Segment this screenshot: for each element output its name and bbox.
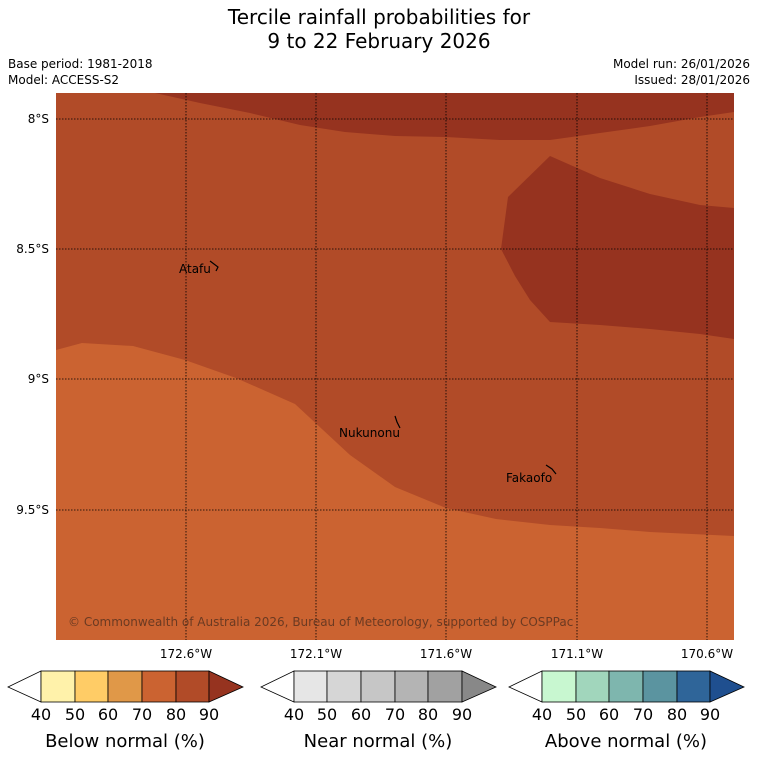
map-area: Atafu Nukunonu Fakaofo © Commonwealth of…: [56, 93, 734, 640]
colorbar-above-tick-40: 40: [532, 705, 552, 724]
colorbar-near-swatch-2: [326, 670, 362, 703]
colorbar-below-tick-80: 80: [166, 705, 186, 724]
colorbar-below-swatch-4: [141, 670, 177, 703]
colorbar-above-swatch-3: [608, 670, 644, 703]
atoll-fakaofo: [545, 464, 557, 475]
colorbar-near-tick-60: 60: [351, 705, 371, 724]
lat-label-9s: 9°S: [28, 372, 49, 386]
lat-label-8-5s: 8.5°S: [16, 242, 49, 256]
base-period: Base period: 1981-2018: [8, 57, 153, 71]
lat-label-9-5s: 9.5°S: [16, 503, 49, 517]
atoll-atafu: [209, 260, 219, 272]
colorbar-near-tick-70: 70: [385, 705, 405, 724]
colorbar-below-swatch-3: [107, 670, 143, 703]
colorbar-above-tick-70: 70: [633, 705, 653, 724]
region-80-90-north: [155, 93, 734, 140]
title-line-1: Tercile rainfall probabilities for: [227, 5, 531, 29]
colorbar-above-swatch-5: [676, 670, 711, 703]
colorbar-near-high-extend: [461, 670, 497, 703]
lat-label-8s: 8°S: [28, 112, 49, 126]
colorbar-below-normal: 40 50 60 70 80 90 Below normal (%): [7, 670, 244, 752]
place-label-nukunonu: Nukunonu: [339, 426, 400, 440]
place-label-fakaofo: Fakaofo: [506, 471, 552, 485]
lon-label-171-6w: 171.6°W: [420, 647, 472, 661]
colorbar-below-swatch-5: [175, 670, 210, 703]
colorbar-near-tick-80: 80: [418, 705, 438, 724]
colorbar-near-low-extend: [260, 670, 295, 703]
colorbar-below-tick-90: 90: [199, 705, 219, 724]
colorbar-below-tick-60: 60: [98, 705, 118, 724]
graticule: [56, 93, 734, 640]
lon-label-172-1w: 172.1°W: [290, 647, 342, 661]
colorbar-near-swatch-1: [293, 670, 328, 703]
colorbar-near-tick-90: 90: [452, 705, 472, 724]
colorbar-near-swatch-4: [394, 670, 429, 703]
colorbar-near-normal: 40 50 60 70 80 90 Near normal (%): [260, 670, 497, 752]
lon-label-172-6w: 172.6°W: [160, 647, 212, 661]
colorbar-above-normal: 40 50 60 70 80 90 Above normal (%): [508, 670, 745, 752]
atoll-outlines: [209, 260, 557, 475]
colorbar-above-low-extend: [508, 670, 543, 703]
colorbar-below-tick-70: 70: [132, 705, 152, 724]
colorbar-above-tick-80: 80: [667, 705, 687, 724]
colorbar-near-swatch-5: [427, 670, 463, 703]
atoll-nukunonu: [394, 415, 401, 429]
colorbar-below-high-extend: [208, 670, 244, 703]
colorbar-above-high-extend: [709, 670, 745, 703]
lon-labels: 172.6°W 172.1°W 171.6°W 171.1°W 170.6°W: [160, 647, 733, 661]
lat-labels: 8°S 8.5°S 9°S 9.5°S: [16, 112, 49, 517]
colorbar-near-swatch-3: [360, 670, 396, 703]
region-60-70: [56, 343, 734, 640]
colorbar-above-tick-50: 50: [566, 705, 586, 724]
model-run: Model run: 26/01/2026: [612, 57, 750, 71]
title-line-2: 9 to 22 February 2026: [267, 29, 491, 53]
colorbar-below-tick-40: 40: [31, 705, 51, 724]
colorbar-below-tick-50: 50: [65, 705, 85, 724]
colorbar-near-title: Near normal (%): [304, 731, 453, 752]
colorbar-above-swatch-2: [575, 670, 610, 703]
colorbar-near-tick-40: 40: [284, 705, 304, 724]
colorbar-below-swatch-2: [74, 670, 109, 703]
lon-label-170-6w: 170.6°W: [681, 647, 733, 661]
place-label-atafu: Atafu: [179, 262, 211, 276]
colorbar-above-tick-60: 60: [599, 705, 619, 724]
colorbar-below-low-extend: [7, 670, 42, 703]
colorbar-below-title: Below normal (%): [45, 731, 205, 752]
lon-label-171-1w: 171.1°W: [551, 647, 603, 661]
colorbar-above-title: Above normal (%): [545, 731, 707, 752]
issued-date: Issued: 28/01/2026: [634, 73, 750, 87]
colorbar-above-swatch-4: [642, 670, 678, 703]
model-name: Model: ACCESS-S2: [8, 73, 120, 87]
copyright-text: © Commonwealth of Australia 2026, Bureau…: [68, 615, 573, 629]
colorbar-above-tick-90: 90: [700, 705, 720, 724]
colorbar-near-tick-50: 50: [317, 705, 337, 724]
region-80-90-east: [501, 156, 734, 339]
meta-left: Base period: 1981-2018 Model: ACCESS-S2: [8, 56, 153, 88]
meta-right: Model run: 26/01/2026 Issued: 28/01/2026: [613, 56, 750, 88]
colorbar-below-swatch-1: [40, 670, 76, 703]
colorbar-above-swatch-1: [541, 670, 577, 703]
